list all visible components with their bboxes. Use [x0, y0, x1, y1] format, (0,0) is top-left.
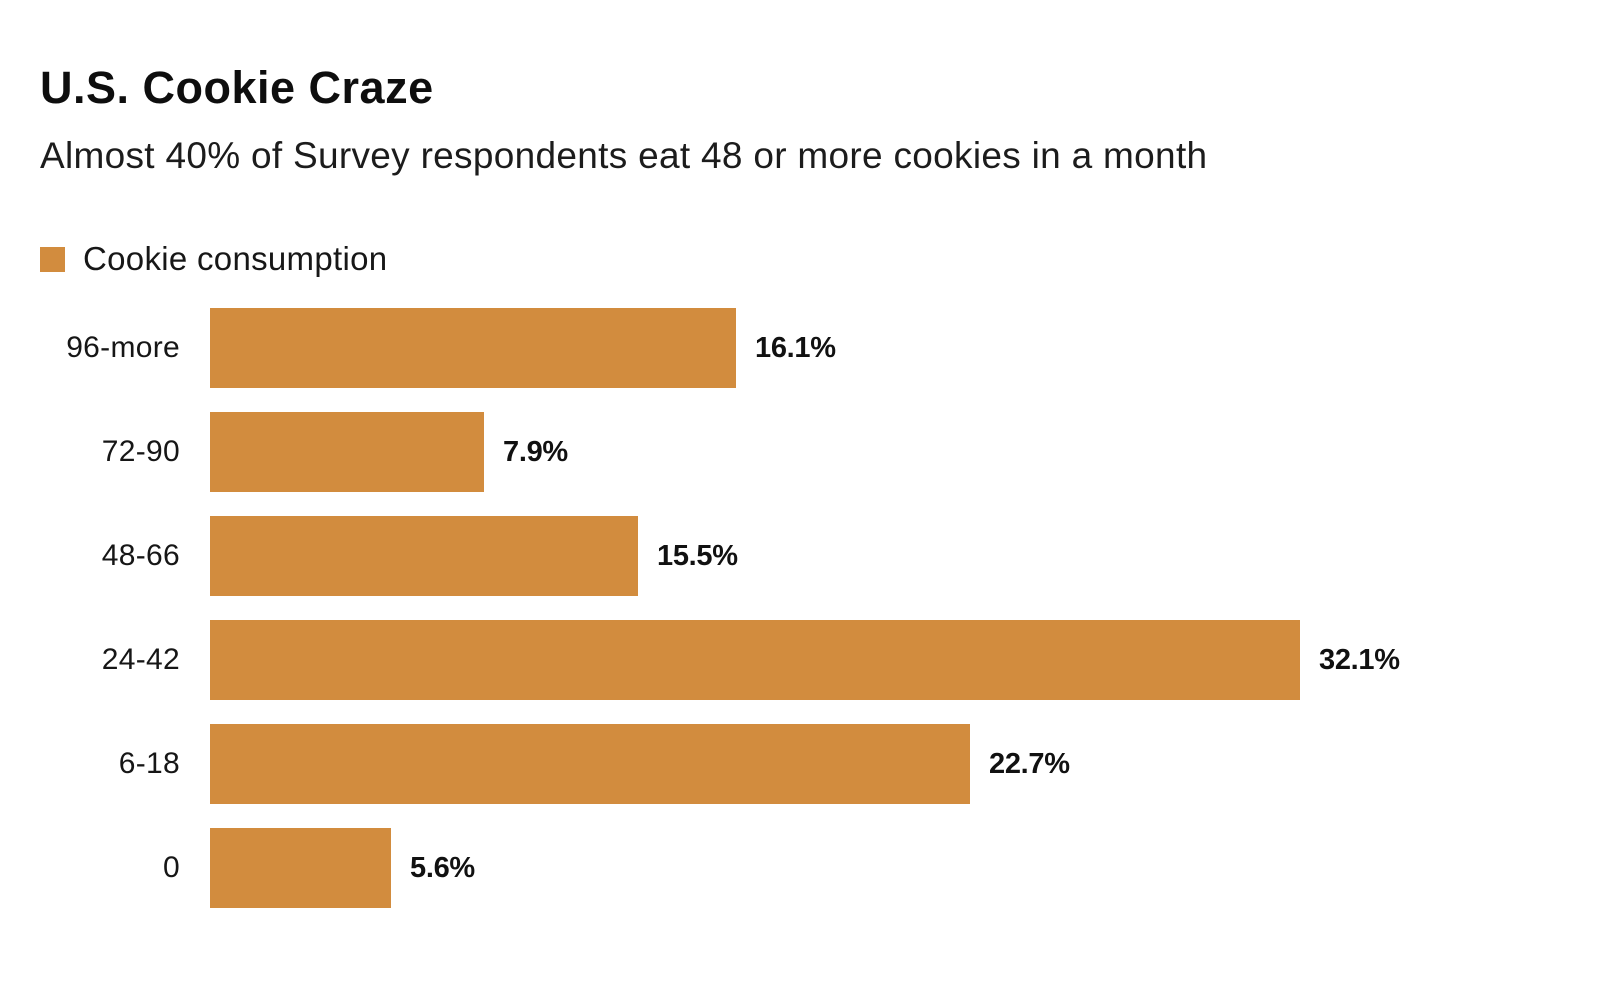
category-label: 24-42 — [101, 643, 180, 676]
value-label: 16.1% — [755, 331, 836, 364]
bar-6-18 — [210, 724, 970, 804]
legend: Cookie consumption — [40, 240, 387, 278]
bar-24-42 — [210, 620, 1300, 700]
bar-72-90 — [210, 412, 484, 492]
bar-0 — [210, 828, 391, 908]
legend-swatch-icon — [40, 246, 65, 272]
category-label: 72-90 — [101, 435, 180, 468]
bar-row: 0 5.6% — [0, 828, 1600, 908]
category-label: 96-more — [66, 331, 180, 364]
bar-row: 72-90 7.9% — [0, 412, 1600, 492]
value-label: 22.7% — [989, 747, 1070, 780]
bar-96-more — [210, 308, 736, 388]
value-label: 32.1% — [1319, 643, 1400, 676]
category-label: 0 — [163, 851, 180, 884]
bar-48-66 — [210, 516, 638, 596]
bar-row: 6-18 22.7% — [0, 724, 1600, 804]
value-label: 7.9% — [503, 435, 568, 468]
bar-row: 48-66 15.5% — [0, 516, 1600, 596]
value-label: 5.6% — [410, 851, 475, 884]
bar-row: 24-42 32.1% — [0, 620, 1600, 700]
category-label: 48-66 — [101, 539, 180, 572]
legend-label: Cookie consumption — [83, 240, 388, 277]
category-label: 6-18 — [118, 747, 180, 780]
bar-chart: 96-more 16.1% 72-90 7.9% 48-66 15.5% 24-42 32.1… — [0, 308, 1600, 908]
chart-subtitle: Almost 40% of Survey respondents eat 48 … — [40, 135, 1208, 176]
bar-row: 96-more 16.1% — [0, 308, 1600, 388]
chart-title: U.S. Cookie Craze — [40, 62, 434, 113]
value-label: 15.5% — [657, 539, 738, 572]
